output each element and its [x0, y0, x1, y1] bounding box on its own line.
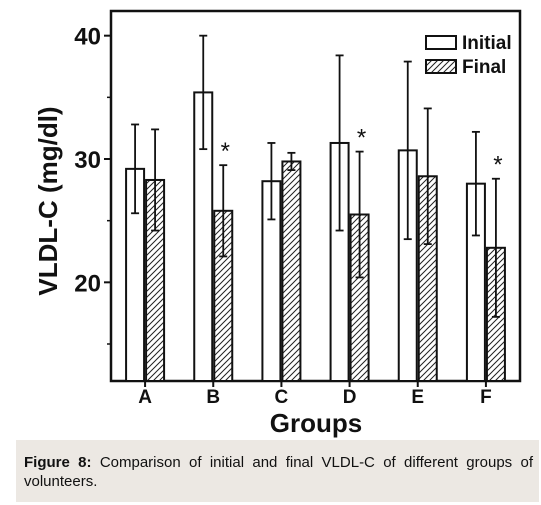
x-tick-label: E — [411, 387, 424, 408]
x-tick-label: C — [275, 387, 289, 408]
x-tick-label: D — [343, 387, 357, 408]
legend-swatch — [425, 59, 457, 74]
legend-label: Initial — [462, 33, 512, 54]
legend: Initial Final — [425, 33, 512, 78]
y-tick-label: 40 — [74, 24, 101, 51]
caption-text: Comparison of initial and final VLDL-C o… — [24, 454, 533, 490]
plot-frame — [109, 9, 522, 383]
legend-label: Final — [462, 57, 506, 78]
tick-group: 20 30 40 A B C D E F — [74, 24, 491, 408]
y-tick-label: 30 — [74, 147, 101, 174]
significance-asterisk: * — [357, 125, 366, 152]
x-tick-label: B — [206, 387, 220, 408]
caption-label: Figure 8: — [24, 454, 92, 471]
bar-group: * * * — [125, 34, 506, 383]
figure-caption: Figure 8: Comparison of initial and fina… — [16, 440, 539, 502]
y-axis-label: VLDL-C (mg/dl) — [33, 106, 63, 295]
legend-swatch — [425, 35, 457, 50]
x-axis-label: Groups — [270, 408, 362, 438]
bar-final — [281, 160, 302, 382]
significance-asterisk: * — [221, 138, 230, 165]
bar-chart: VLDL-C (mg/dl) Groups 20 30 40 A B C D E F * * * I… — [33, 9, 522, 438]
plot-border — [109, 9, 522, 383]
x-tick-label: F — [480, 387, 492, 408]
x-tick-label: A — [138, 387, 152, 408]
significance-asterisk: * — [493, 152, 502, 179]
y-tick-label: 20 — [74, 270, 101, 297]
